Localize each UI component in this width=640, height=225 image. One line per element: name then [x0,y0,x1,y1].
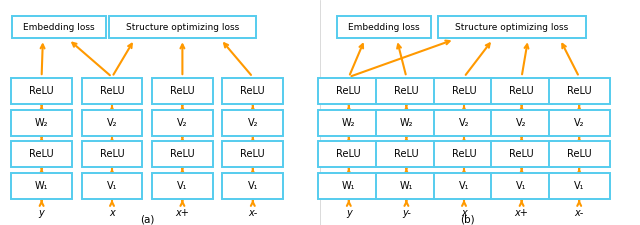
Text: (a): (a) [140,214,154,224]
Text: ReLU: ReLU [337,149,361,159]
Text: V₁: V₁ [574,181,584,191]
Text: ReLU: ReLU [509,86,534,96]
FancyBboxPatch shape [12,16,106,38]
Text: ReLU: ReLU [452,86,476,96]
Text: V₁: V₁ [107,181,117,191]
Text: V₂: V₂ [459,118,469,128]
Text: V₁: V₁ [248,181,258,191]
Text: ReLU: ReLU [567,86,591,96]
FancyBboxPatch shape [12,173,72,199]
FancyBboxPatch shape [319,141,380,167]
FancyBboxPatch shape [152,173,212,199]
FancyBboxPatch shape [152,78,212,104]
Text: x-: x- [248,208,257,218]
Text: Embedding loss: Embedding loss [348,22,420,32]
Text: ReLU: ReLU [452,149,476,159]
Text: W₁: W₁ [399,181,413,191]
FancyBboxPatch shape [12,78,72,104]
Text: V₂: V₂ [107,118,117,128]
Text: x-: x- [575,208,584,218]
FancyBboxPatch shape [337,16,431,38]
Text: Embedding loss: Embedding loss [23,22,95,32]
FancyBboxPatch shape [223,173,283,199]
FancyBboxPatch shape [152,141,212,167]
FancyBboxPatch shape [434,141,494,167]
Text: V₁: V₁ [459,181,469,191]
FancyBboxPatch shape [223,78,283,104]
Text: ReLU: ReLU [241,86,265,96]
FancyBboxPatch shape [223,141,283,167]
Text: ReLU: ReLU [394,149,419,159]
Text: ReLU: ReLU [29,149,54,159]
FancyBboxPatch shape [12,110,72,135]
FancyBboxPatch shape [434,110,494,135]
FancyBboxPatch shape [376,78,437,104]
FancyBboxPatch shape [82,78,143,104]
Text: W₁: W₁ [35,181,49,191]
Text: x+: x+ [175,208,189,218]
Text: V₂: V₂ [177,118,188,128]
Text: y-: y- [402,208,411,218]
Text: V₂: V₂ [516,118,527,128]
Text: W₁: W₁ [342,181,356,191]
Text: ReLU: ReLU [29,86,54,96]
Text: ReLU: ReLU [337,86,361,96]
Text: V₂: V₂ [574,118,584,128]
Text: ReLU: ReLU [100,149,124,159]
FancyBboxPatch shape [152,110,212,135]
FancyBboxPatch shape [376,173,437,199]
FancyBboxPatch shape [438,16,586,38]
FancyBboxPatch shape [434,173,494,199]
Text: x+: x+ [515,208,529,218]
Text: x: x [109,208,115,218]
FancyBboxPatch shape [319,78,380,104]
FancyBboxPatch shape [492,78,552,104]
Text: V₂: V₂ [248,118,258,128]
Text: W₂: W₂ [399,118,413,128]
Text: ReLU: ReLU [241,149,265,159]
FancyBboxPatch shape [109,16,256,38]
Text: W₂: W₂ [342,118,356,128]
FancyBboxPatch shape [82,141,143,167]
Text: x: x [461,208,467,218]
FancyBboxPatch shape [319,110,380,135]
FancyBboxPatch shape [492,141,552,167]
Text: y: y [39,208,44,218]
FancyBboxPatch shape [434,78,494,104]
Text: Structure optimizing loss: Structure optimizing loss [126,22,239,32]
Text: V₁: V₁ [516,181,527,191]
FancyBboxPatch shape [376,110,437,135]
Text: Structure optimizing loss: Structure optimizing loss [456,22,568,32]
Text: ReLU: ReLU [567,149,591,159]
FancyBboxPatch shape [549,141,610,167]
Text: ReLU: ReLU [100,86,124,96]
FancyBboxPatch shape [82,110,143,135]
FancyBboxPatch shape [492,110,552,135]
FancyBboxPatch shape [492,173,552,199]
FancyBboxPatch shape [319,173,380,199]
Text: ReLU: ReLU [170,149,195,159]
FancyBboxPatch shape [12,141,72,167]
FancyBboxPatch shape [549,78,610,104]
Text: W₂: W₂ [35,118,49,128]
Text: ReLU: ReLU [509,149,534,159]
Text: ReLU: ReLU [170,86,195,96]
Text: (b): (b) [460,214,474,224]
Text: ReLU: ReLU [394,86,419,96]
Text: y: y [346,208,351,218]
FancyBboxPatch shape [549,173,610,199]
FancyBboxPatch shape [376,141,437,167]
FancyBboxPatch shape [549,110,610,135]
FancyBboxPatch shape [223,110,283,135]
FancyBboxPatch shape [82,173,143,199]
Text: V₁: V₁ [177,181,188,191]
